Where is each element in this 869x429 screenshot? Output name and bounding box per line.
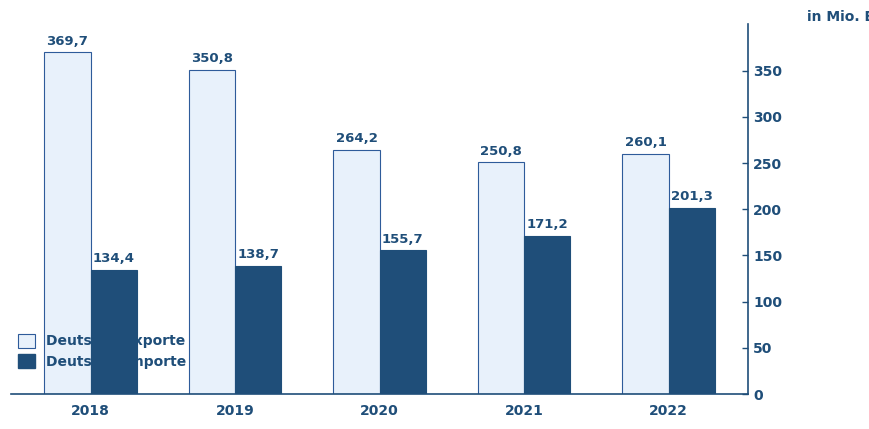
Bar <box>235 266 281 394</box>
Bar <box>333 150 379 394</box>
Text: 350,8: 350,8 <box>191 52 233 65</box>
Bar <box>90 270 136 394</box>
Bar <box>477 162 524 394</box>
Text: 201,3: 201,3 <box>670 190 712 203</box>
Text: 138,7: 138,7 <box>237 248 279 261</box>
Bar <box>668 208 714 394</box>
Text: 155,7: 155,7 <box>381 233 423 245</box>
Bar <box>379 250 426 394</box>
Text: 134,4: 134,4 <box>93 252 135 265</box>
Text: 264,2: 264,2 <box>335 132 377 145</box>
Bar <box>524 236 570 394</box>
Legend: Deutsche Exporte, Deutsche Importe: Deutsche Exporte, Deutsche Importe <box>18 334 186 369</box>
Text: 369,7: 369,7 <box>46 35 89 48</box>
Text: 260,1: 260,1 <box>624 136 666 149</box>
Text: 250,8: 250,8 <box>480 145 521 157</box>
Text: in Mio. EUR: in Mio. EUR <box>806 9 869 24</box>
Bar <box>621 154 668 394</box>
Bar <box>44 52 90 394</box>
Bar <box>189 70 235 394</box>
Text: 171,2: 171,2 <box>526 218 567 231</box>
